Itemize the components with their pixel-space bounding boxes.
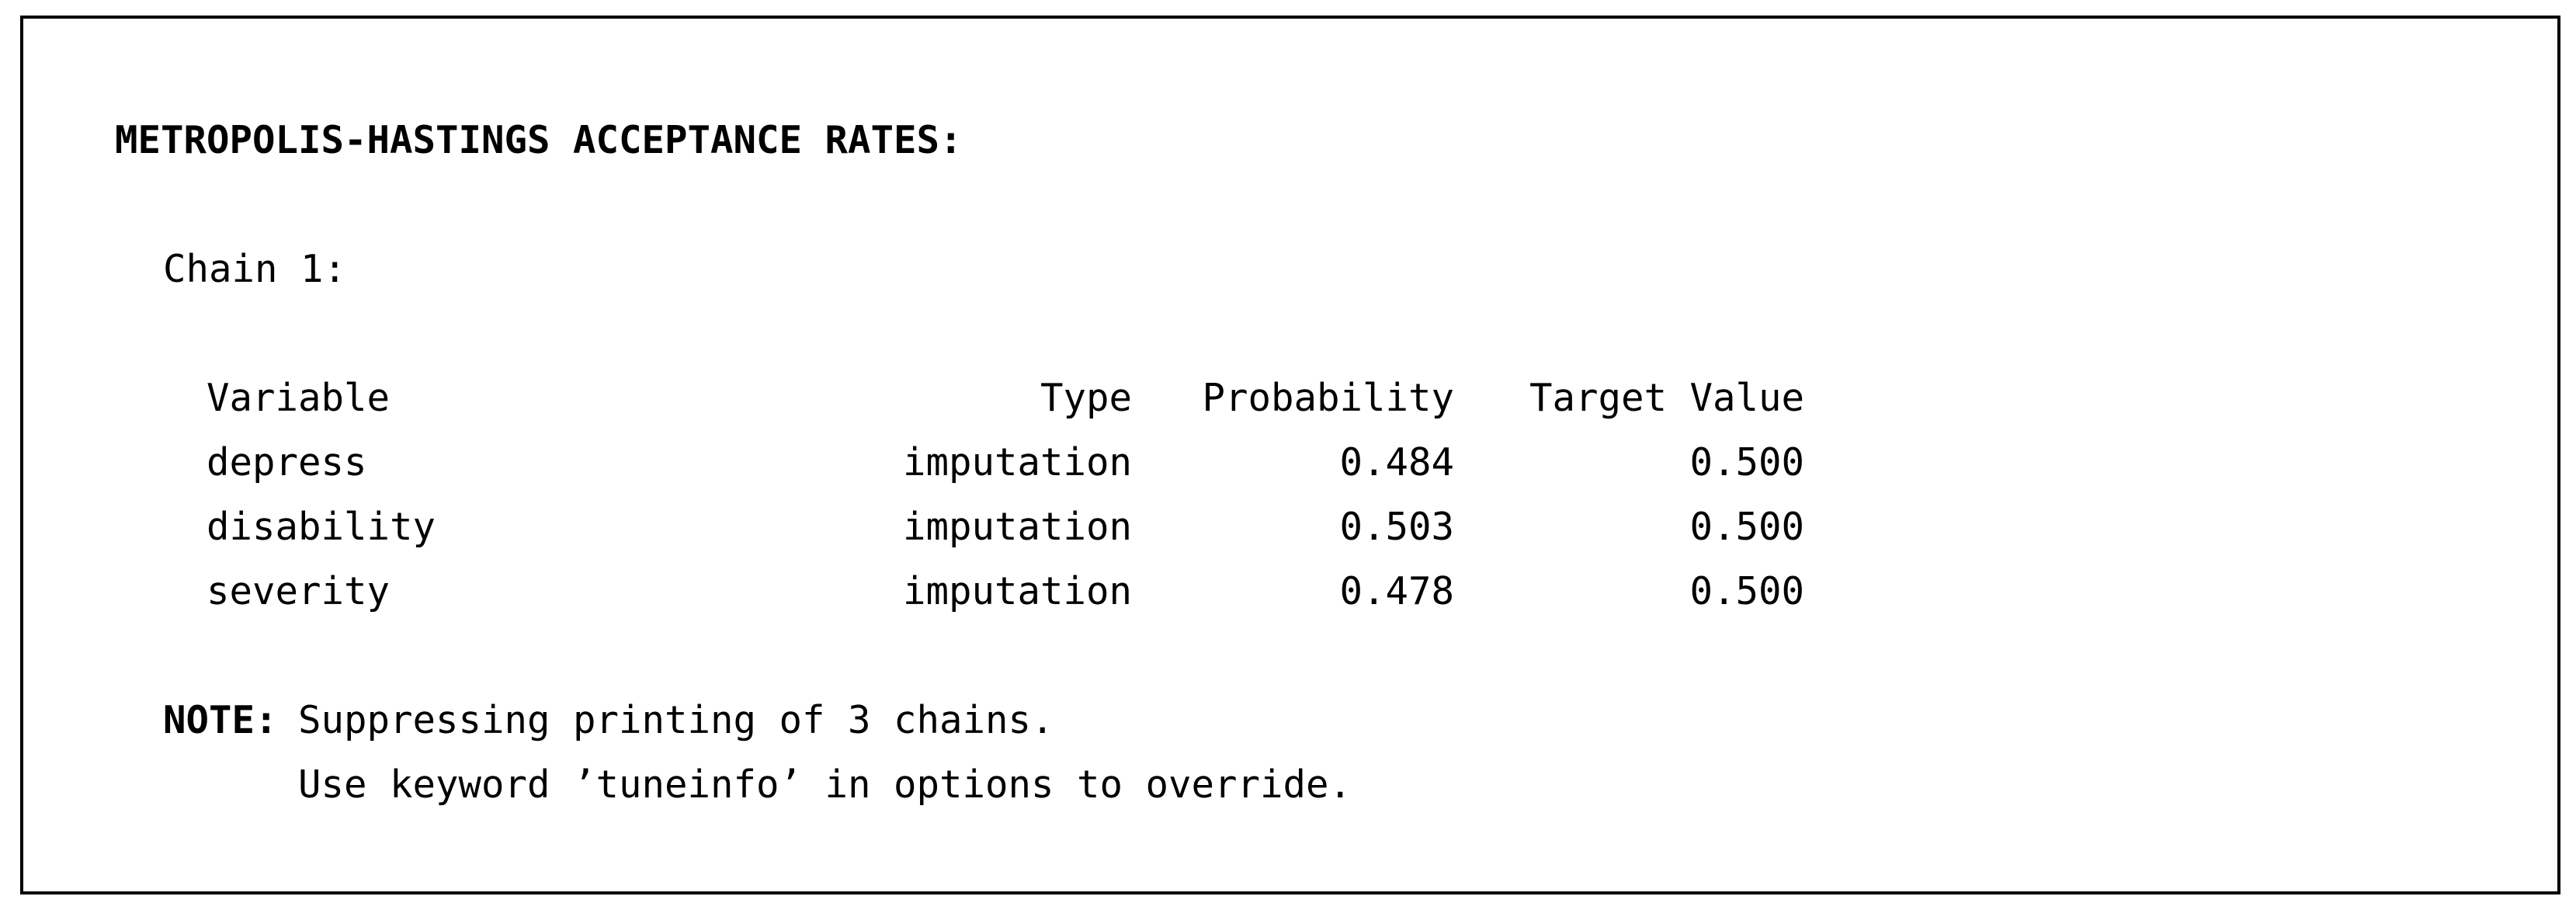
cell-type: imputation	[902, 505, 1132, 549]
cell-type: imputation	[902, 440, 1132, 485]
table-row: severity imputation 0.478 0.500	[0, 559, 2576, 623]
section-title-line: METROPOLIS-HASTINGS ACCEPTANCE RATES:	[0, 108, 2576, 172]
chain-label-line: Chain 1:	[0, 237, 2576, 301]
cell-variable: depress	[207, 440, 367, 485]
header-type: Type	[1040, 376, 1132, 420]
note-line-1: NOTE: Suppressing printing of 3 chains.	[0, 688, 2576, 752]
cell-variable: severity	[207, 569, 391, 613]
table-row: disability imputation 0.503 0.500	[0, 495, 2576, 559]
note-text-1: Suppressing printing of 3 chains.	[298, 698, 1054, 742]
cell-target-value: 0.500	[1689, 505, 1804, 549]
table-row: depress imputation 0.484 0.500	[0, 430, 2576, 495]
cell-type: imputation	[902, 569, 1132, 613]
table-header-row: Variable Type Probability Target Value	[0, 366, 2576, 430]
cell-probability: 0.503	[1339, 505, 1454, 549]
cell-target-value: 0.500	[1689, 440, 1804, 485]
note-line-2: Use keyword ’tuneinfo’ in options to ove…	[0, 752, 2576, 817]
header-probability: Probability	[1202, 376, 1454, 420]
header-variable: Variable	[207, 376, 391, 420]
output-frame	[20, 16, 2560, 894]
note-label: NOTE:	[163, 698, 278, 742]
chain-label: Chain 1:	[163, 247, 347, 291]
cell-target-value: 0.500	[1689, 569, 1804, 613]
cell-probability: 0.478	[1339, 569, 1454, 613]
note-text-2: Use keyword ’tuneinfo’ in options to ove…	[298, 762, 1352, 807]
cell-variable: disability	[207, 505, 436, 549]
cell-probability: 0.484	[1339, 440, 1454, 485]
header-target-value: Target Value	[1529, 376, 1804, 420]
section-title: METROPOLIS-HASTINGS ACCEPTANCE RATES:	[115, 118, 963, 162]
